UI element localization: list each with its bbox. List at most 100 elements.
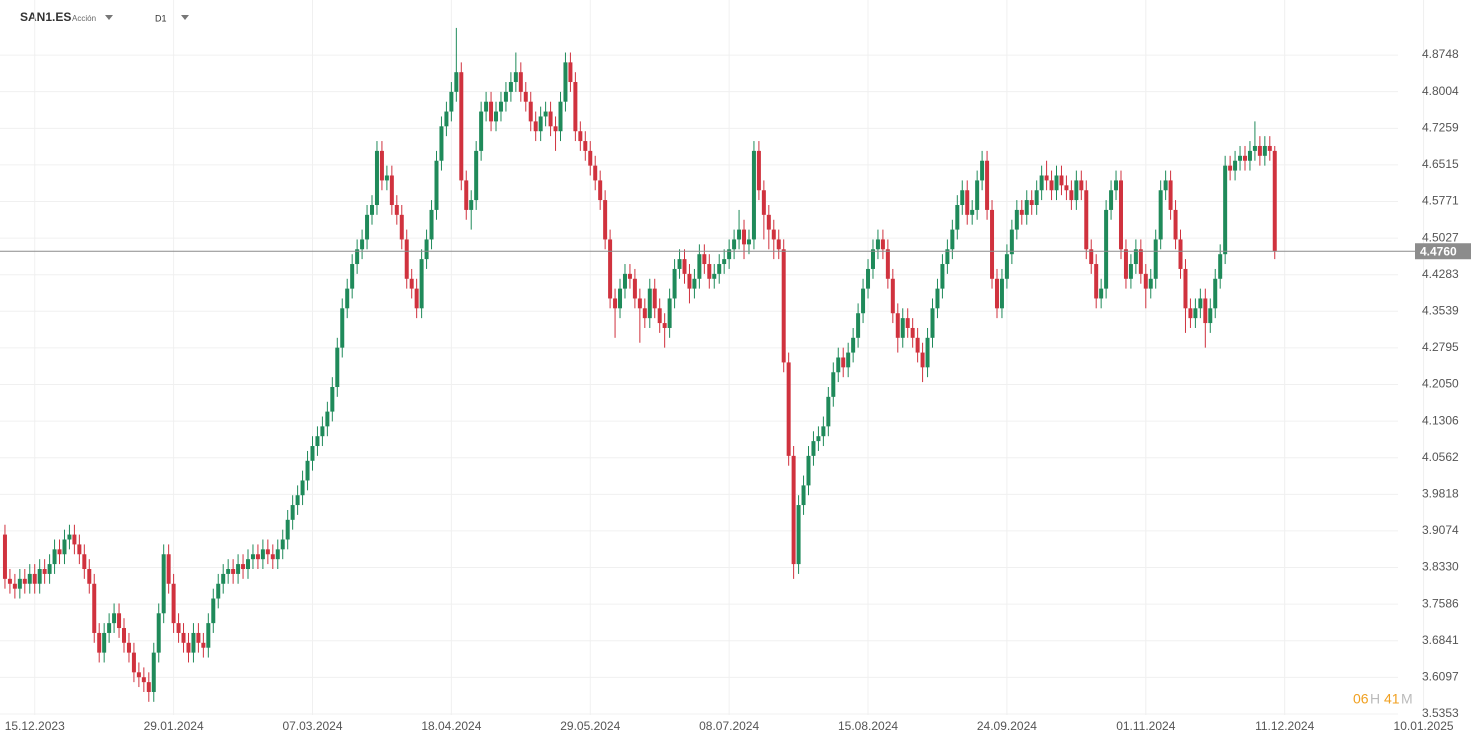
candle-body	[796, 505, 801, 565]
candle-body	[1247, 150, 1252, 161]
candle-body	[846, 352, 851, 368]
candle-body	[603, 200, 608, 240]
candle-body	[77, 544, 82, 555]
candle-body	[72, 534, 77, 545]
candle-body	[186, 642, 191, 653]
candle-body	[1223, 165, 1228, 255]
candle-body	[766, 214, 771, 230]
candle-body	[1233, 160, 1238, 171]
candle-body	[1118, 180, 1123, 250]
candle-body	[389, 175, 394, 206]
candle-body	[260, 549, 265, 560]
candle-body	[975, 180, 980, 210]
candle-body	[608, 239, 613, 299]
candle-body	[578, 131, 583, 142]
candle-body	[1188, 308, 1193, 319]
countdown-minutes: 41	[1384, 691, 1400, 707]
candle-body	[374, 150, 379, 206]
candle-body	[1019, 209, 1024, 215]
candle-body	[250, 554, 255, 560]
candle-body	[1267, 145, 1272, 151]
candle-body	[1034, 190, 1039, 206]
candle-body	[290, 505, 295, 520]
candle-body	[1183, 268, 1188, 309]
candle-body	[1238, 155, 1243, 161]
y-tick-label: 4.7259	[1422, 120, 1459, 134]
candle-body	[994, 278, 999, 309]
candle-body	[985, 160, 990, 210]
candle-body	[320, 426, 325, 437]
candle-body	[632, 278, 637, 299]
candle-body	[1143, 273, 1148, 289]
y-tick-label: 3.5353	[1422, 706, 1459, 720]
candle-body	[37, 569, 42, 584]
candle-body	[246, 559, 251, 570]
candle-body	[568, 62, 573, 83]
symbol[interactable]: SAN1.ES	[20, 10, 71, 24]
candle-body	[151, 652, 156, 692]
candle-body	[910, 327, 915, 338]
candle-body	[404, 239, 409, 279]
candle-body	[112, 613, 117, 624]
candle-body	[940, 264, 945, 289]
candle-body	[1059, 175, 1064, 186]
candle-body	[990, 209, 995, 279]
candle-body	[131, 652, 136, 673]
timeframe-dropdown[interactable]	[181, 15, 189, 20]
candle-body	[92, 583, 97, 633]
candle-body	[300, 480, 305, 496]
candle-body	[965, 190, 970, 215]
candle-body	[900, 318, 905, 338]
x-tick-label: 07.03.2024	[282, 719, 342, 733]
y-tick-label: 4.8748	[1422, 47, 1459, 61]
candle-body	[384, 175, 389, 181]
candle-body	[960, 190, 965, 206]
candle-body	[469, 200, 474, 210]
candle-body	[1054, 175, 1059, 191]
y-tick-label: 4.5771	[1422, 194, 1459, 208]
x-tick-label: 29.01.2024	[144, 719, 204, 733]
candle-body	[489, 101, 494, 122]
candle-body	[548, 111, 553, 127]
candle-body	[1089, 249, 1094, 265]
timeframe[interactable]: D1	[155, 13, 167, 23]
candle-body	[647, 288, 652, 319]
candle-body	[275, 549, 280, 560]
candle-body	[737, 229, 742, 240]
candle-body	[1148, 278, 1153, 289]
candle-body	[345, 288, 350, 309]
candle-body	[1014, 209, 1019, 230]
candle-body	[662, 323, 667, 328]
candle-body	[866, 268, 871, 289]
candle-body	[970, 209, 975, 215]
candle-body	[1123, 249, 1128, 279]
candle-body	[781, 249, 786, 363]
candle-body	[424, 239, 429, 260]
candle-body	[563, 62, 568, 102]
symbol-dropdown[interactable]	[105, 15, 113, 20]
candle-body	[1158, 190, 1163, 240]
candle-body	[667, 298, 672, 328]
candle-body	[732, 239, 737, 250]
candle-body	[1138, 249, 1143, 274]
candle-body	[216, 583, 221, 599]
candle-body	[325, 411, 330, 427]
candle-body	[429, 209, 434, 240]
candle-body	[394, 205, 399, 215]
last-price-label: 4.4760	[1420, 244, 1457, 258]
x-tick-label: 08.07.2024	[699, 719, 759, 733]
x-tick-label: 29.05.2024	[560, 719, 620, 733]
candle-body	[573, 82, 578, 132]
candle-body	[87, 569, 92, 584]
x-tick-label: 01.11.2024	[1116, 719, 1175, 733]
candle-body	[166, 554, 171, 584]
candle-body	[856, 313, 861, 338]
candle-body	[379, 150, 384, 181]
candle-body	[1039, 175, 1044, 191]
candle-body	[806, 455, 811, 486]
candle-body	[771, 229, 776, 240]
candle-body	[241, 564, 246, 570]
x-tick-label: 15.12.2023	[5, 719, 65, 733]
candle-body	[697, 254, 702, 279]
